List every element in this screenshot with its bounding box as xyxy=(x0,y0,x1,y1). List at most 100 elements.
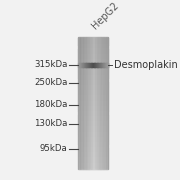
Bar xyxy=(78,153,108,154)
Bar xyxy=(88,63,89,67)
Bar xyxy=(78,71,108,72)
Bar xyxy=(78,69,108,70)
Bar xyxy=(85,37,86,169)
Bar xyxy=(98,63,99,67)
Bar xyxy=(78,65,108,66)
Bar xyxy=(78,136,108,137)
Bar xyxy=(78,57,108,58)
Bar xyxy=(99,63,100,67)
Bar xyxy=(78,52,108,53)
Bar xyxy=(78,92,108,93)
Bar xyxy=(108,37,109,169)
Bar xyxy=(83,37,84,169)
Bar xyxy=(78,111,108,112)
Bar xyxy=(106,63,107,67)
Bar xyxy=(78,75,108,76)
Text: Desmoplakin: Desmoplakin xyxy=(114,60,177,70)
Bar xyxy=(78,113,108,114)
Bar xyxy=(78,105,108,106)
Bar xyxy=(78,142,108,143)
Bar xyxy=(78,150,108,151)
Bar xyxy=(78,108,108,109)
Bar xyxy=(78,120,108,121)
Bar xyxy=(78,93,108,94)
Bar xyxy=(78,82,108,84)
Bar xyxy=(78,98,108,99)
Bar xyxy=(78,108,108,109)
Bar xyxy=(78,94,108,95)
Bar xyxy=(78,46,108,47)
Bar xyxy=(78,72,108,73)
Bar xyxy=(78,55,108,56)
Bar xyxy=(78,146,108,147)
Bar xyxy=(78,59,108,60)
Bar xyxy=(105,37,106,169)
Bar xyxy=(78,138,108,139)
Bar xyxy=(103,63,104,67)
Bar xyxy=(78,168,108,169)
Bar xyxy=(88,63,89,67)
Bar xyxy=(78,128,108,129)
Bar xyxy=(78,166,108,167)
Bar xyxy=(78,79,108,80)
Bar xyxy=(95,37,96,169)
Bar xyxy=(78,145,108,146)
Bar xyxy=(100,63,101,67)
Bar xyxy=(78,104,108,105)
Bar xyxy=(78,83,108,84)
Bar xyxy=(84,37,85,169)
Bar xyxy=(87,63,88,67)
Bar xyxy=(88,37,89,169)
Bar xyxy=(97,37,98,169)
Bar xyxy=(78,73,108,74)
Bar xyxy=(78,50,108,51)
Bar xyxy=(78,102,108,103)
Bar xyxy=(78,162,108,163)
Bar xyxy=(78,80,108,82)
Bar xyxy=(78,101,108,102)
Bar xyxy=(81,63,82,67)
Bar xyxy=(78,134,108,135)
Bar xyxy=(90,37,91,169)
Bar xyxy=(100,37,101,169)
Bar xyxy=(78,118,108,119)
Bar xyxy=(78,43,108,44)
Bar xyxy=(78,147,108,148)
Bar xyxy=(83,63,84,67)
Bar xyxy=(78,76,108,78)
Bar xyxy=(86,37,87,169)
Bar xyxy=(78,121,108,122)
Bar xyxy=(78,116,108,117)
Bar xyxy=(78,137,108,138)
Bar xyxy=(91,63,92,67)
Bar xyxy=(78,143,108,144)
Bar xyxy=(78,94,108,95)
Bar xyxy=(107,37,108,169)
Bar xyxy=(78,119,108,120)
Bar xyxy=(103,37,104,169)
Bar xyxy=(78,127,108,128)
Bar xyxy=(98,37,99,169)
Bar xyxy=(78,103,108,104)
Bar xyxy=(78,73,108,74)
Bar xyxy=(78,158,108,159)
Bar xyxy=(78,87,108,88)
Bar xyxy=(78,54,108,55)
Bar xyxy=(78,137,108,138)
Bar xyxy=(78,117,108,118)
Bar xyxy=(78,39,108,40)
Bar xyxy=(78,127,108,128)
Bar xyxy=(78,157,108,158)
Bar xyxy=(78,123,108,124)
Bar xyxy=(96,63,97,67)
Bar xyxy=(78,96,108,97)
Bar xyxy=(78,49,108,50)
Bar xyxy=(78,70,108,71)
Bar xyxy=(78,124,108,125)
Bar xyxy=(86,63,87,67)
Bar xyxy=(78,86,108,87)
Bar xyxy=(80,63,81,67)
Bar xyxy=(78,84,108,86)
Bar xyxy=(100,63,101,67)
Bar xyxy=(78,55,108,56)
